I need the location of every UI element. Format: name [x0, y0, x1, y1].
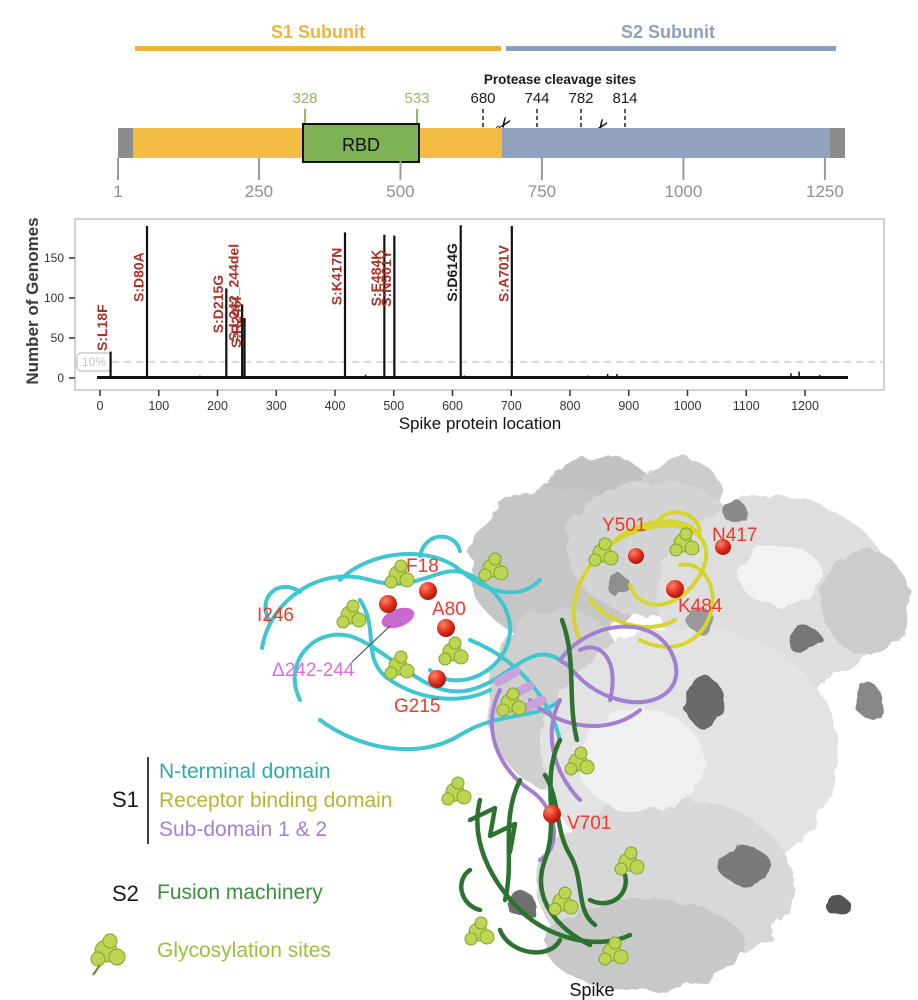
y-tick-label: 50: [51, 331, 65, 345]
mutation-label: S:D80A: [131, 252, 147, 302]
residue-axis-number: 1000: [665, 182, 703, 200]
y-tick-label: 0: [57, 371, 64, 385]
x-tick-label: 900: [618, 399, 639, 413]
s1-bracket-line: [135, 46, 501, 51]
protease-cleavage-title: Protease cleavage sites: [484, 72, 636, 87]
label-K484: K484: [678, 596, 723, 617]
residue-axis-number: 500: [386, 182, 414, 200]
label-Y501: Y501: [602, 515, 646, 536]
sphere-G215: [428, 670, 446, 688]
y-tick-label: 150: [44, 251, 64, 265]
mutation-label: S:A701V: [495, 245, 511, 302]
x-tick-label: 500: [383, 399, 404, 413]
c-terminus-cap: [830, 128, 845, 158]
label-N417: N417: [712, 525, 757, 546]
sphere-V701: [543, 805, 561, 823]
label-F18: F18: [406, 556, 439, 577]
x-tick-label: 200: [207, 399, 228, 413]
x-tick-label: 600: [442, 399, 463, 413]
rbd-box: [302, 123, 420, 163]
structure-mutation-labels: Y501 N417 F18 I246 A80 K484 G215 V701: [257, 515, 757, 834]
label-del-242-244: Δ242-244: [272, 660, 355, 681]
s2-subunit-bar: [502, 128, 830, 158]
spike-domain-diagram: S1 Subunit S2 Subunit Protease cleavage …: [113, 22, 845, 200]
residue-axis: 1 250 500 750 1000 1250: [113, 158, 844, 200]
x-tick-label: 1100: [733, 399, 760, 413]
sphere-N417: [715, 539, 731, 555]
mutation-label: S:E484K: [368, 250, 384, 307]
residue-axis-number: 750: [528, 182, 556, 200]
rbd-end-number: 533: [404, 90, 429, 107]
residue-axis-number: 1250: [806, 182, 844, 200]
mutation-label: S:D614G: [444, 243, 460, 301]
x-tick-label: 700: [501, 399, 522, 413]
rbd-start-number: 328: [292, 90, 317, 107]
mutation-label: S:K417N: [328, 248, 344, 306]
x-tick-label: 800: [560, 399, 581, 413]
mutation-label: S:L18F: [94, 304, 110, 351]
x-tick-label: 1200: [791, 399, 819, 413]
y-tick-label: 100: [44, 291, 64, 305]
fusion-ribbon-green: [459, 617, 633, 955]
x-tick-label: 100: [148, 399, 169, 413]
x-tick-label: 0: [97, 399, 104, 413]
mutation-label: S:R246I: [228, 297, 244, 348]
label-V701: V701: [567, 813, 611, 834]
mutation-label: S:N501Y: [378, 249, 394, 306]
rbd-label: RBD: [342, 135, 380, 155]
sphere-K484: [666, 580, 684, 598]
threshold-label: 10%: [82, 355, 106, 369]
s2-bracket-line: [506, 46, 836, 51]
sphere-F18: [419, 582, 437, 600]
residue-axis-number: 1: [113, 182, 122, 200]
residue-axis-number: 250: [245, 182, 273, 200]
sphere-A80: [437, 619, 455, 637]
plot-border: [74, 218, 885, 391]
s2-subunit-title: S2 Subunit: [621, 22, 715, 42]
sphere-Y501: [628, 548, 644, 564]
cleavage-site-number: 814: [612, 90, 637, 107]
x-tick-label: 300: [266, 399, 287, 413]
x-axis-title: Spike protein location: [399, 414, 562, 433]
label-G215: G215: [394, 696, 440, 717]
label-A80: A80: [432, 599, 466, 620]
mutation-label: S:L242_244del: [226, 244, 242, 341]
y-axis-title: Number of Genomes: [23, 217, 42, 384]
mutation-label: S:D215G: [210, 275, 226, 333]
spike-structure-figure: Y501 N417 F18 I246 A80 K484 G215 V701 Δ2…: [257, 457, 910, 1000]
label-I246: I246: [257, 605, 294, 626]
s1-subunit-title: S1 Subunit: [271, 22, 365, 42]
spike-caption: Spike: [569, 980, 614, 1000]
deletion-pointer-line: [351, 625, 391, 663]
sphere-I246: [379, 595, 397, 613]
deletion-helix: [381, 607, 415, 629]
mutation-spheres: [379, 539, 731, 823]
x-tick-label: 400: [325, 399, 346, 413]
chart-content: 0 50 100 150 0 100 200 300 400 500 600 700 800 900 100…: [44, 225, 883, 413]
n-terminus-cap: [118, 128, 133, 158]
cleavage-sites: 680 744 782 814: [470, 90, 638, 127]
cleavage-site-number: 744: [524, 90, 549, 107]
cleavage-site-number: 782: [568, 90, 593, 107]
x-tick-label: 1000: [674, 399, 702, 413]
cleavage-site-number: 680: [470, 90, 495, 107]
mutation-frequency-chart: Number of Genomes Spike protein location…: [23, 217, 885, 433]
